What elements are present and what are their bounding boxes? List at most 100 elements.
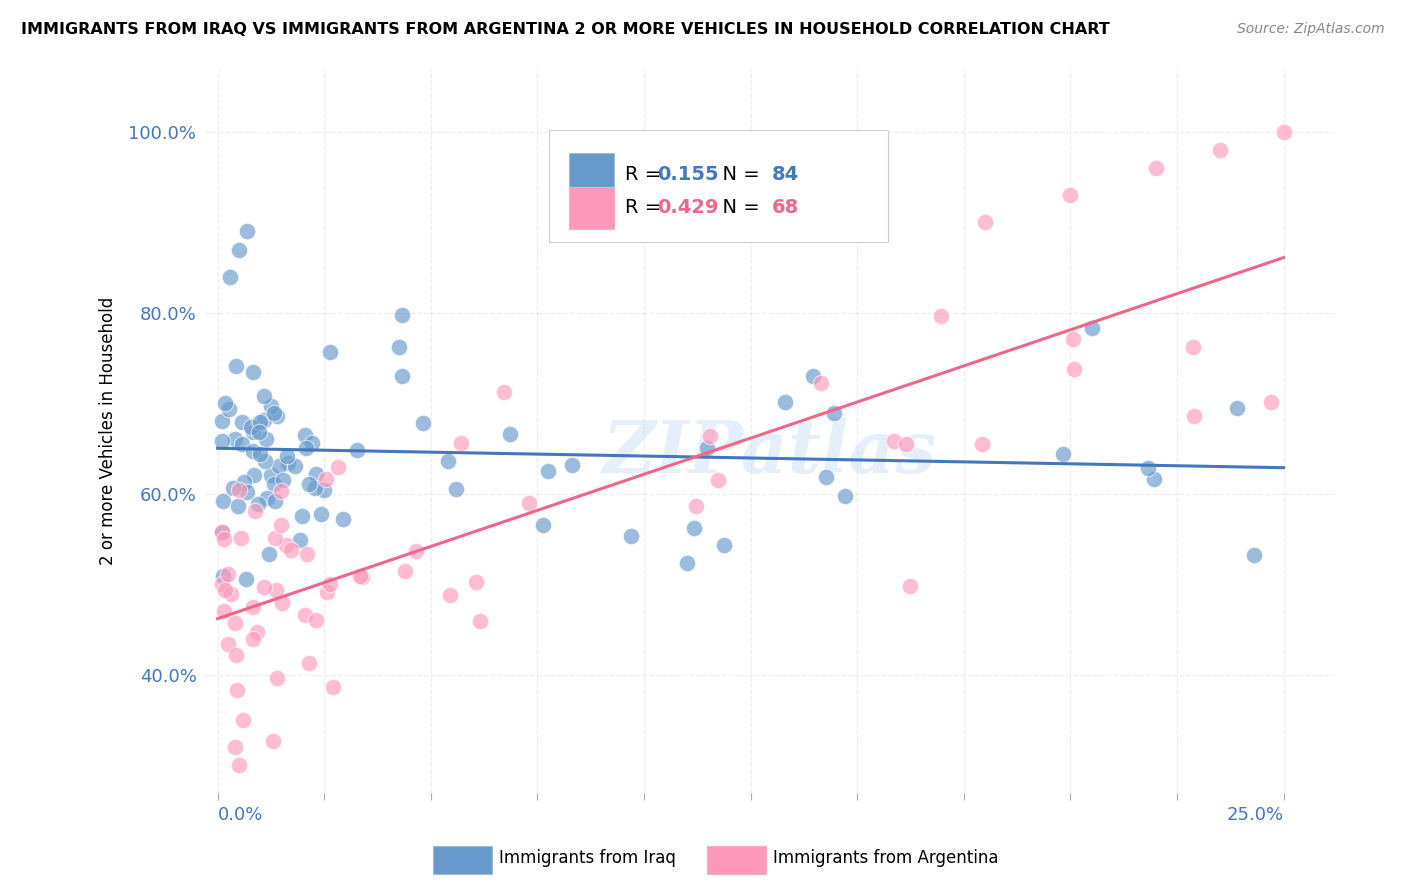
Point: [226, 499, 249, 513]
Point: [301, 436, 323, 450]
Point: [266, 409, 288, 423]
Point: [211, 494, 233, 508]
Text: R =: R =: [626, 198, 668, 217]
Point: [263, 494, 285, 508]
Point: [1226, 401, 1249, 415]
Point: [225, 359, 247, 374]
Point: [499, 426, 522, 441]
Point: [267, 458, 290, 473]
Point: [232, 713, 254, 727]
Point: [346, 442, 368, 457]
Point: [243, 468, 266, 483]
Point: [219, 269, 242, 284]
Point: [707, 474, 730, 488]
Point: [214, 604, 236, 618]
Point: [676, 556, 699, 570]
Point: [291, 509, 314, 524]
Point: [260, 467, 283, 482]
Point: [271, 473, 294, 487]
Text: 84: 84: [772, 165, 799, 184]
Point: [391, 308, 413, 322]
Text: Immigrants from Iraq: Immigrants from Iraq: [499, 849, 676, 867]
Text: Source: ZipAtlas.com: Source: ZipAtlas.com: [1237, 22, 1385, 37]
Point: [450, 435, 472, 450]
Point: [519, 496, 541, 510]
Point: [349, 568, 371, 582]
Point: [228, 483, 250, 498]
Point: [211, 576, 233, 591]
Point: [214, 395, 236, 409]
Point: [1272, 125, 1295, 139]
Point: [236, 224, 259, 238]
Point: [242, 632, 264, 646]
Point: [260, 399, 283, 413]
Point: [1059, 188, 1081, 202]
Point: [1052, 447, 1074, 461]
Point: [823, 406, 845, 420]
FancyBboxPatch shape: [550, 130, 889, 243]
Point: [222, 481, 245, 495]
Point: [225, 648, 247, 663]
Point: [228, 243, 250, 257]
Point: [249, 447, 271, 461]
Point: [218, 401, 240, 416]
Point: [247, 497, 270, 511]
Point: [315, 472, 337, 486]
Point: [240, 420, 263, 434]
Text: 68: 68: [772, 198, 799, 217]
Point: [224, 740, 246, 755]
Point: [262, 734, 284, 748]
Point: [212, 532, 235, 546]
Y-axis label: 2 or more Vehicles in Household: 2 or more Vehicles in Household: [100, 296, 117, 565]
Point: [439, 588, 461, 602]
Point: [235, 485, 257, 500]
Point: [1144, 161, 1167, 175]
Point: [883, 434, 905, 448]
Point: [468, 614, 491, 628]
Point: [259, 547, 281, 561]
Point: [295, 548, 318, 562]
Point: [319, 577, 342, 591]
Point: [492, 385, 515, 400]
Text: R =: R =: [626, 165, 668, 184]
Point: [1143, 472, 1166, 486]
Point: [211, 414, 233, 428]
Point: [319, 344, 342, 359]
Point: [1243, 548, 1265, 562]
Point: [253, 389, 276, 403]
Point: [242, 599, 264, 614]
Point: [326, 459, 349, 474]
Point: [263, 406, 285, 420]
Point: [696, 441, 718, 455]
Point: [314, 483, 336, 498]
Point: [322, 680, 344, 694]
Point: [1182, 340, 1205, 354]
Point: [1182, 409, 1205, 423]
Point: [894, 437, 917, 451]
Point: [235, 572, 257, 586]
Point: [1062, 332, 1084, 346]
Point: [253, 454, 276, 468]
Point: [228, 758, 250, 772]
Point: [298, 477, 321, 491]
Text: IMMIGRANTS FROM IRAQ VS IMMIGRANTS FROM ARGENTINA 2 OR MORE VEHICLES IN HOUSEHOL: IMMIGRANTS FROM IRAQ VS IMMIGRANTS FROM …: [21, 22, 1109, 37]
Point: [253, 413, 276, 427]
Text: N =: N =: [710, 165, 766, 184]
Point: [288, 533, 311, 547]
Point: [271, 596, 294, 610]
Point: [247, 425, 270, 439]
Text: N =: N =: [710, 198, 766, 217]
Point: [1208, 143, 1230, 157]
Point: [270, 484, 292, 499]
Point: [683, 521, 706, 535]
Point: [898, 579, 921, 593]
Point: [224, 432, 246, 446]
Point: [1137, 461, 1160, 475]
Point: [211, 434, 233, 448]
Point: [242, 366, 264, 380]
Point: [270, 517, 292, 532]
Point: [249, 415, 271, 429]
Point: [929, 309, 952, 323]
Point: [294, 608, 316, 623]
Point: [276, 449, 298, 463]
